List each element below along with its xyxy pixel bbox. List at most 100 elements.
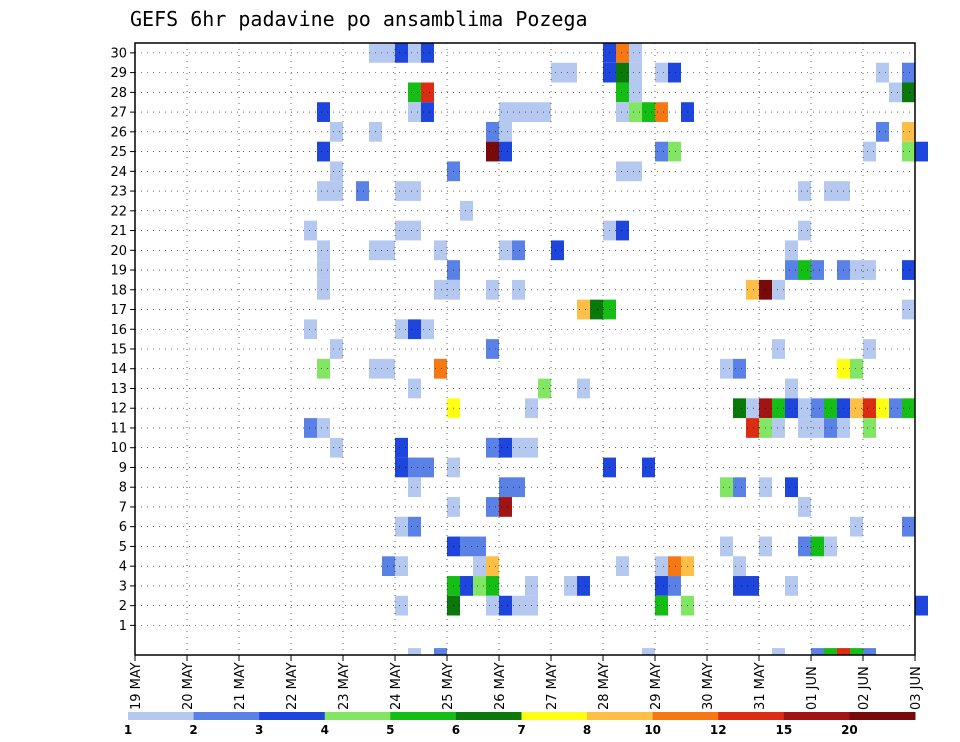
heatmap-cell <box>785 477 798 498</box>
legend-label: 12 <box>710 723 727 737</box>
heatmap-cell <box>434 358 447 379</box>
x-tick-label: 19 MAY <box>129 662 144 710</box>
heatmap-cell <box>616 102 629 122</box>
legend-swatch <box>849 712 916 720</box>
y-tick-label: 10 <box>110 441 127 456</box>
legend-swatch <box>718 712 785 720</box>
heatmap-cell <box>395 516 408 537</box>
heatmap-cell <box>577 299 590 320</box>
heatmap-cell <box>902 62 915 83</box>
heatmap-cell <box>499 141 512 162</box>
heatmap-cell <box>408 220 421 241</box>
heatmap-cell <box>824 418 837 438</box>
heatmap-cell <box>499 102 512 122</box>
heatmap-cell <box>811 418 824 438</box>
heatmap-cell <box>421 43 434 63</box>
heatmap-cell <box>746 576 759 596</box>
y-tick-label: 28 <box>110 86 127 101</box>
heatmap-cell <box>499 477 512 498</box>
heatmap-cell <box>824 398 837 419</box>
heatmap-cell <box>798 260 811 280</box>
heatmap-cell <box>733 576 746 596</box>
legend-label: 4 <box>321 723 329 737</box>
heatmap-cell <box>486 279 499 300</box>
heatmap-cell <box>616 556 629 577</box>
y-tick-label: 17 <box>110 303 127 318</box>
heatmap-cell <box>616 82 629 103</box>
grid-layer <box>134 43 916 655</box>
x-tick-label: 02 JUN <box>857 666 872 710</box>
legend-swatch <box>324 712 391 720</box>
legend-swatch <box>128 712 195 720</box>
heatmap-cell <box>902 141 915 162</box>
y-tick-label: 22 <box>110 204 127 219</box>
heatmap-cell <box>395 595 408 616</box>
heatmap-cell <box>486 437 499 458</box>
heatmap-cell <box>512 595 525 616</box>
y-tick-label: 14 <box>110 362 127 377</box>
y-tick-label: 4 <box>119 560 127 575</box>
x-tick-label: 28 MAY <box>597 662 612 710</box>
heatmap-cell <box>902 121 915 142</box>
heatmap-cell <box>408 82 421 103</box>
heatmap-cell <box>330 339 343 359</box>
y-tick-label: 15 <box>110 343 127 358</box>
heatmap-cell <box>655 576 668 596</box>
heatmap-cell <box>850 516 863 537</box>
heatmap-cell <box>317 279 330 300</box>
heatmap-cell <box>317 181 330 201</box>
y-tick-label: 8 <box>119 481 127 496</box>
legend-label: 15 <box>775 723 792 737</box>
heatmap-cell <box>512 102 525 122</box>
heatmap-cell <box>863 648 876 655</box>
heatmap-cell <box>655 595 668 616</box>
y-tick-label: 5 <box>119 540 127 555</box>
y-tick-label: 9 <box>119 461 127 476</box>
heatmap-cell <box>395 437 408 458</box>
heatmap-cell <box>655 102 668 122</box>
heatmap-cell <box>551 240 564 261</box>
heatmap-cell <box>421 319 434 340</box>
heatmap-cell <box>304 220 317 241</box>
heatmap-cell <box>876 62 889 83</box>
x-tick-label: 30 MAY <box>701 662 716 710</box>
legend-label: 20 <box>841 723 858 737</box>
heatmap-cell <box>304 319 317 340</box>
heatmap-cell <box>798 220 811 241</box>
y-tick-label: 1 <box>119 619 127 634</box>
heatmap-cell <box>499 595 512 616</box>
legend-label: 6 <box>452 723 460 737</box>
legend-label: 10 <box>644 723 661 737</box>
legend-swatch <box>259 712 326 720</box>
heatmap-cell <box>668 556 681 577</box>
heatmap-cell <box>408 516 421 537</box>
heatmap-cell <box>824 181 837 201</box>
heatmap-cell <box>590 299 603 320</box>
heatmap-cell <box>655 141 668 162</box>
heatmap-cell <box>746 398 759 419</box>
heatmap-cell <box>668 576 681 596</box>
heatmap-cell <box>330 181 343 201</box>
heatmap-cell <box>395 319 408 340</box>
heatmap-cell <box>421 102 434 122</box>
heatmap-cell <box>512 240 525 261</box>
heatmap-cell <box>408 457 421 478</box>
heatmap-cell <box>356 181 369 201</box>
heatmap-cell <box>863 260 876 280</box>
heatmap-cell <box>382 556 395 577</box>
heatmap-cell <box>317 141 330 162</box>
heatmap-cell <box>798 497 811 517</box>
heatmap-cell <box>850 260 863 280</box>
y-tick-label: 23 <box>110 185 127 200</box>
heatmap-cell <box>434 648 447 655</box>
legend-label: 3 <box>255 723 263 737</box>
heatmap-cell <box>720 536 733 557</box>
heatmap-cell <box>629 102 642 122</box>
heatmap-cell <box>889 82 902 103</box>
y-tick-label: 3 <box>119 579 127 594</box>
heatmap-cell <box>434 279 447 300</box>
heatmap-cell <box>798 181 811 201</box>
heatmap-cell <box>772 339 785 359</box>
heatmap-cell <box>668 62 681 83</box>
heatmap-cell <box>486 339 499 359</box>
